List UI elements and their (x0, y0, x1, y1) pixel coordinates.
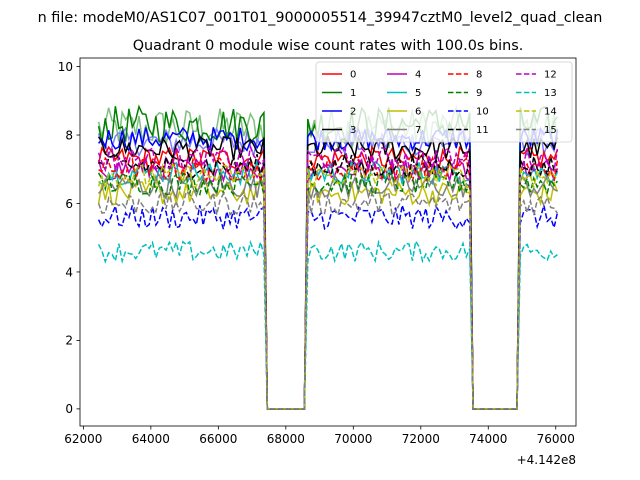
chart-title: Quadrant 0 module wise count rates with … (133, 38, 524, 54)
plot-frame (79, 57, 577, 427)
x-tick-label: 66000 (199, 432, 237, 446)
legend-label: 11 (476, 125, 489, 136)
legend-label: 2 (350, 107, 356, 118)
legend-label: 7 (415, 125, 421, 136)
y-tick-label: 10 (58, 60, 73, 74)
legend-label: 1 (350, 88, 356, 99)
y-axis: 0 2 4 6 8 10 (58, 60, 80, 416)
x-axis: 62000 64000 66000 68000 70000 72000 74000 76000 (64, 426, 575, 446)
figure-suptitle: n file: modeM0/AS1C07_001T01_9000005514_… (38, 10, 603, 26)
legend-box (315, 61, 573, 143)
y-tick-label: 0 (65, 402, 73, 416)
y-tick-label: 8 (65, 128, 73, 142)
y-tick-label: 4 (65, 265, 73, 279)
legend-label: 15 (544, 125, 557, 136)
series-line (97, 162, 558, 410)
x-tick-label: 70000 (334, 432, 372, 446)
series-line (97, 189, 559, 410)
x-tick-label: 62000 (64, 432, 102, 446)
series-layer (97, 104, 559, 410)
legend-label: 10 (476, 107, 489, 118)
legend-label: 6 (415, 107, 421, 118)
legend-label: 12 (544, 70, 557, 81)
series-line (98, 152, 558, 410)
x-tick-label: 74000 (469, 432, 507, 446)
legend-label: 3 (350, 125, 356, 136)
legend-label: 5 (415, 88, 421, 99)
legend-label: 14 (544, 107, 557, 118)
x-tick-label: 76000 (537, 432, 575, 446)
series-line (97, 169, 558, 410)
legend-label: 8 (476, 70, 482, 81)
x-tick-label: 64000 (132, 432, 170, 446)
legend-label: 13 (544, 88, 557, 99)
legend-label: 4 (415, 70, 421, 81)
y-tick-label: 6 (65, 197, 73, 211)
x-tick-label: 68000 (267, 432, 305, 446)
y-tick-label: 2 (65, 334, 73, 348)
legend-label: 0 (350, 70, 356, 81)
x-axis-offset-label: +4.142e8 (517, 453, 576, 467)
x-tick-label: 72000 (402, 432, 440, 446)
legend-label: 9 (476, 88, 482, 99)
